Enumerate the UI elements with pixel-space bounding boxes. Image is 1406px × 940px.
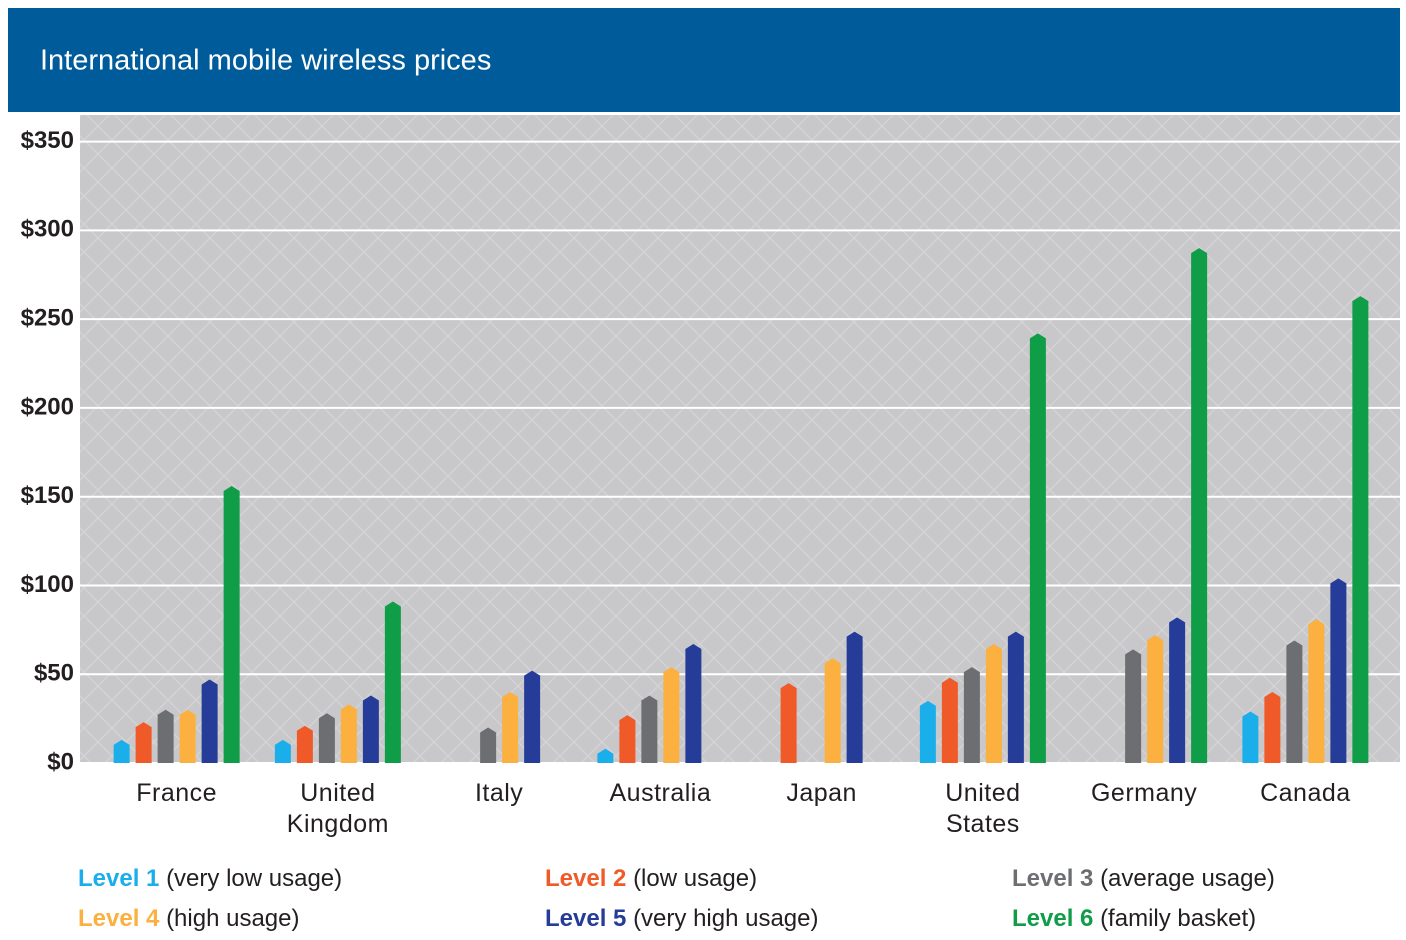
x-tick-label-line: Japan xyxy=(786,779,857,807)
legend-usage: (average usage) xyxy=(1100,865,1275,892)
bar xyxy=(1191,248,1208,763)
x-tick-label: Australia xyxy=(609,779,711,807)
legend-name: Level 6 xyxy=(1012,905,1093,932)
x-tick-label-line: Germany xyxy=(1091,779,1197,807)
bar xyxy=(919,700,936,763)
x-tick-label-line: Australia xyxy=(609,779,711,807)
bar xyxy=(524,670,541,763)
legend-space xyxy=(159,905,166,932)
x-tick-label-line: United xyxy=(945,779,1020,807)
bar xyxy=(780,683,797,763)
legend-name: Level 5 xyxy=(545,905,626,932)
bar xyxy=(1029,333,1046,763)
bar xyxy=(824,658,841,763)
bar xyxy=(135,722,152,763)
bar xyxy=(1147,635,1164,763)
x-tick-label: Italy xyxy=(475,779,523,807)
legend-name: Level 4 xyxy=(78,905,160,932)
bar xyxy=(1352,296,1369,763)
bar xyxy=(985,644,1002,763)
bar xyxy=(157,709,174,763)
bar xyxy=(223,486,240,763)
bar xyxy=(362,695,379,763)
bar xyxy=(941,677,958,763)
legend-usage: (very low usage) xyxy=(166,865,342,892)
bar xyxy=(113,739,130,763)
bar xyxy=(685,644,702,763)
legend-space xyxy=(159,865,166,892)
bar xyxy=(274,739,291,763)
bar xyxy=(597,748,614,763)
x-tick-label: United Kingdom xyxy=(287,779,389,838)
legend-usage: (family basket) xyxy=(1100,905,1256,932)
legend-entry: Level 3 (average usage) xyxy=(1012,865,1275,892)
bar xyxy=(1308,619,1325,763)
x-tick-label-line: United xyxy=(300,779,375,807)
legend-entry: Level 4 (high usage) xyxy=(78,905,299,932)
bar xyxy=(502,691,519,763)
x-tick-label: Canada xyxy=(1260,779,1351,807)
x-tick-label: Japan xyxy=(786,779,857,807)
bar xyxy=(641,695,658,763)
legend-entry: Level 5 (very high usage) xyxy=(545,905,819,932)
y-tick-label: $150 xyxy=(21,482,74,509)
bar xyxy=(179,709,196,763)
x-tick-label: Germany xyxy=(1091,779,1197,807)
x-tick-label-line: France xyxy=(136,779,217,807)
legend-entry: Level 1 (very low usage) xyxy=(78,865,342,892)
bar xyxy=(480,727,497,763)
x-tick-label: France xyxy=(136,779,217,807)
bar xyxy=(318,713,335,763)
x-tick-label-line: Italy xyxy=(475,779,523,807)
y-tick-label: $350 xyxy=(21,127,74,154)
bar xyxy=(1242,711,1259,763)
legend-usage: (high usage) xyxy=(166,905,299,932)
legend-name: Level 3 xyxy=(1012,865,1093,892)
legend-space xyxy=(1093,905,1100,932)
bar xyxy=(201,679,218,763)
bar xyxy=(296,725,313,763)
x-tick-label-line: Kingdom xyxy=(287,810,389,838)
x-tick-label: United States xyxy=(945,779,1020,838)
bar xyxy=(663,667,680,763)
x-tick-label-line: Canada xyxy=(1260,779,1351,807)
bar xyxy=(1007,631,1024,763)
legend-space xyxy=(626,865,633,892)
y-tick-label: $50 xyxy=(34,660,74,687)
bar xyxy=(1169,617,1186,763)
y-tick-label: $300 xyxy=(21,216,74,243)
legend-usage: (very high usage) xyxy=(633,905,818,932)
legend-entry: Level 2 (low usage) xyxy=(545,865,757,892)
legend-usage: (low usage) xyxy=(633,865,757,892)
bar xyxy=(1264,691,1281,763)
y-tick-label: $250 xyxy=(21,305,74,332)
bar xyxy=(1125,649,1142,763)
legend-name: Level 2 xyxy=(545,865,626,892)
bar xyxy=(384,601,401,763)
bar xyxy=(1330,578,1347,763)
y-tick-label: $200 xyxy=(21,393,74,420)
y-tick-label: $0 xyxy=(47,748,74,775)
legend-name: Level 1 xyxy=(78,865,159,892)
y-tick-label: $100 xyxy=(21,571,74,598)
chart-title: International mobile wireless prices xyxy=(40,45,491,77)
bar xyxy=(963,667,980,763)
bar xyxy=(340,704,357,763)
bar xyxy=(619,715,636,763)
legend-space xyxy=(1093,865,1100,892)
legend-space xyxy=(626,905,633,932)
legend-entry: Level 6 (family basket) xyxy=(1012,905,1256,932)
bar xyxy=(846,631,863,763)
header-band xyxy=(8,8,1400,112)
x-tick-label-line: States xyxy=(946,810,1020,838)
bar xyxy=(1286,640,1303,763)
